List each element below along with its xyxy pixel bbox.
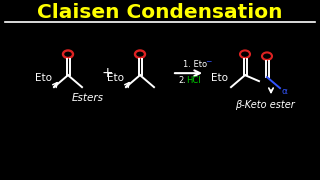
Text: 1. Eto: 1. Eto xyxy=(183,60,207,69)
Text: Eto: Eto xyxy=(35,73,52,83)
Text: Esters: Esters xyxy=(72,93,104,103)
Text: Eto: Eto xyxy=(107,73,124,83)
Text: HCl: HCl xyxy=(186,76,201,85)
Text: 2.: 2. xyxy=(178,76,186,85)
Text: Eto: Eto xyxy=(211,73,228,83)
Text: α: α xyxy=(281,87,287,96)
Text: β-Keto ester: β-Keto ester xyxy=(235,100,295,110)
Text: Claisen Condensation: Claisen Condensation xyxy=(37,3,283,22)
Text: −: − xyxy=(205,57,212,66)
Text: +: + xyxy=(101,66,113,80)
